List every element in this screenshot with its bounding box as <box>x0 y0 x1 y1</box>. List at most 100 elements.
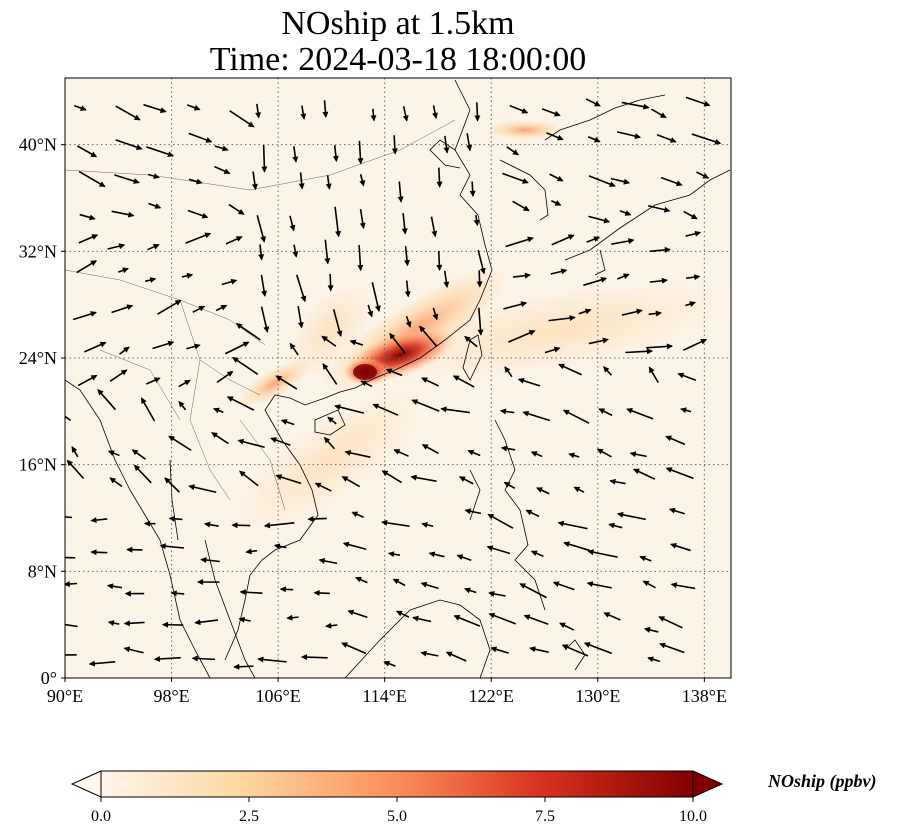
wind-arrow-head <box>327 416 334 423</box>
lon-tick-label: 114°E <box>362 686 407 706</box>
wind-arrow-head <box>292 251 299 258</box>
wind-arrow-head <box>609 181 616 187</box>
wind-arrow-head <box>332 155 339 163</box>
wind-arrow-head <box>387 551 395 558</box>
wind-arrow-head <box>568 452 575 459</box>
wind-arrow-head <box>598 408 606 414</box>
wind-arrow-head <box>327 285 334 292</box>
wind-arrow-head <box>359 222 366 230</box>
wind-arrow-head <box>596 448 604 455</box>
wind-arrow-head <box>624 210 632 216</box>
wind-arrow-head <box>466 144 473 152</box>
wind-arrow-head <box>474 115 481 122</box>
wind-arrow-head <box>196 579 204 585</box>
wind-arrow-head <box>453 614 461 621</box>
wind-arrow-head <box>523 614 531 621</box>
wind-arrow-head <box>307 516 314 522</box>
wind-arrow-head <box>322 111 329 119</box>
wind-arrow-head <box>524 272 532 279</box>
wind-arrow-head <box>242 341 250 348</box>
wind-arrow-head <box>91 234 99 240</box>
wind-arrow-head <box>587 549 594 556</box>
wind-arrow-head <box>642 580 650 587</box>
wind-arrow-head <box>153 655 161 662</box>
map-frame <box>64 77 732 679</box>
wind-arrow-head <box>54 653 59 657</box>
wind-arrow-head <box>504 366 511 373</box>
wind-arrow-head <box>314 482 322 489</box>
wind-arrow-head <box>602 366 610 373</box>
wind-arrow-head <box>603 612 611 618</box>
wind-arrow-head <box>235 323 243 329</box>
wind-arrow-head <box>421 444 429 450</box>
wind-arrow-head <box>602 337 609 344</box>
wind-arrow-head <box>168 435 175 442</box>
wind-arrow-head <box>321 335 329 342</box>
wind-arrow-head <box>126 546 133 553</box>
wind-arrow-head <box>232 357 239 363</box>
wind-arrow-head <box>133 178 140 184</box>
wind-arrow-head <box>194 619 201 626</box>
wind-arrow-shaft <box>65 516 73 519</box>
wind-arrow-head <box>360 380 367 387</box>
wind-arrow-head <box>519 583 526 589</box>
wind-arrow-head <box>200 557 207 563</box>
colorbar <box>70 770 724 802</box>
wind-arrow-head <box>90 517 97 524</box>
wind-arrow-head <box>522 178 529 184</box>
wind-arrow-head <box>559 622 566 629</box>
wind-arrow-head <box>675 180 683 187</box>
wind-arrow-head <box>397 196 404 203</box>
wind-arrow-head <box>257 656 264 663</box>
wind-arrow-head <box>152 244 160 250</box>
wind-arrow-head <box>689 301 697 307</box>
wind-arrow-head <box>552 581 560 587</box>
wind-arrow-head <box>123 646 131 653</box>
wind-arrow-head <box>123 346 130 353</box>
wind-arrow-head <box>120 369 128 376</box>
wind-arrow-head <box>141 397 147 405</box>
lat-tick-label: 40°N <box>19 135 57 155</box>
wind-arrow-head <box>154 203 162 209</box>
wind-arrow-head <box>193 104 201 111</box>
wind-arrow-head <box>374 305 381 313</box>
wind-arrow-head <box>521 107 529 114</box>
wind-arrow-head <box>237 438 245 445</box>
lon-tick-label: 90°E <box>47 686 83 706</box>
wind-arrow-head <box>57 410 62 414</box>
wind-arrow-shaft <box>65 556 76 559</box>
wind-arrow-head <box>159 543 166 550</box>
wind-arrow-head <box>431 230 438 238</box>
wind-arrow-head <box>463 587 471 594</box>
wind-arrow-head <box>458 476 466 482</box>
wind-arrow-head <box>300 295 307 303</box>
wind-arrow-head <box>245 548 252 555</box>
borders <box>65 119 456 511</box>
wind-arrow-head <box>626 408 633 414</box>
wind-arrow-head <box>404 291 411 298</box>
wind-arrow-head <box>634 133 642 140</box>
wind-arrow-head <box>383 660 391 667</box>
wind-arrow-head <box>557 520 565 527</box>
wind-arrow-head <box>344 449 352 456</box>
wind-arrow-head <box>341 642 348 648</box>
wind-arrow-head <box>556 134 564 141</box>
wind-arrow-head <box>124 590 131 597</box>
lon-tick-label: 138°E <box>682 686 727 706</box>
wind-arrow-head <box>527 236 534 243</box>
wind-arrow-head <box>123 620 130 627</box>
lon-tick-label: 130°E <box>575 686 620 706</box>
wind-arrow-head <box>238 616 246 623</box>
wind-arrow-head <box>167 151 175 157</box>
wind-arrow-head <box>205 137 213 143</box>
wind-arrow-head <box>65 581 70 587</box>
wind-arrow-head <box>381 470 389 477</box>
wind-arrow-head <box>57 514 62 518</box>
wind-arrow-head <box>323 436 331 444</box>
wind-arrow-head <box>530 550 538 557</box>
wind-arrow-head <box>666 343 674 350</box>
wind-arrow-head <box>90 375 98 381</box>
wind-arrow-head <box>500 445 508 452</box>
wind-arrow-head <box>643 627 651 633</box>
wind-arrow-head <box>325 183 332 190</box>
